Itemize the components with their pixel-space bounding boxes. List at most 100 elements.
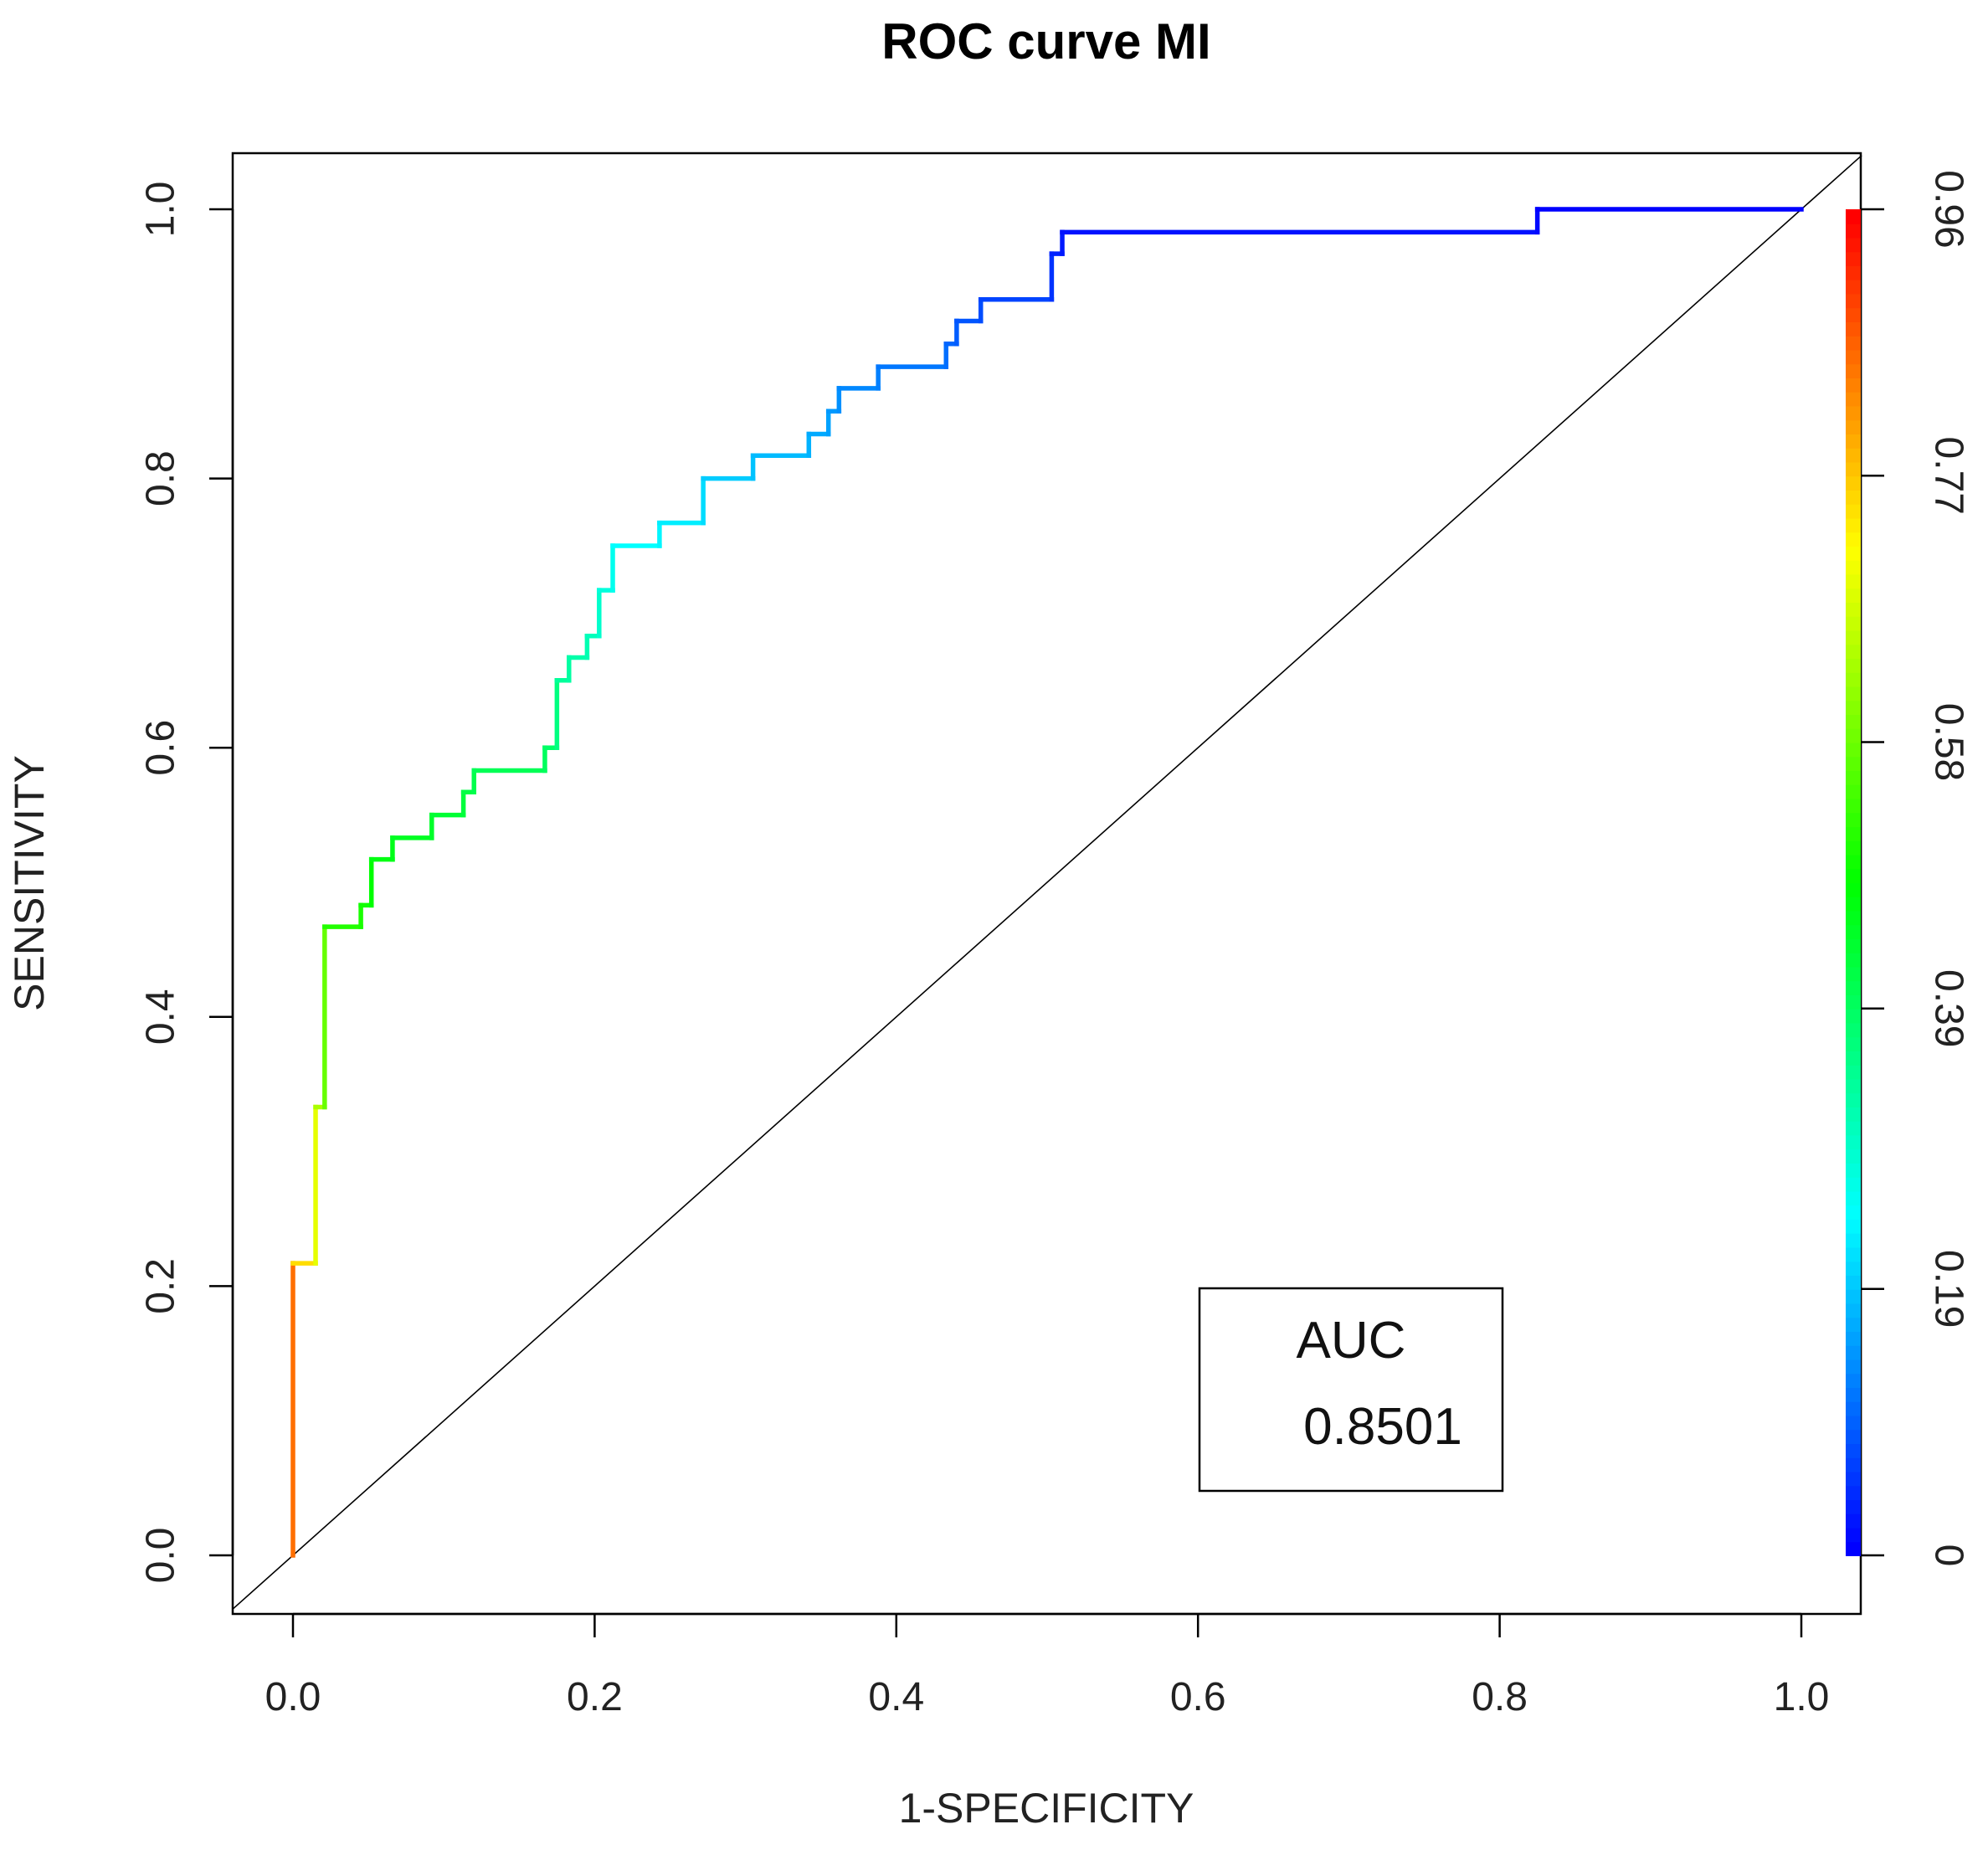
colorbar-step <box>1846 756 1861 771</box>
colorbar-step <box>1846 1134 1861 1150</box>
colorbar-step <box>1846 378 1861 393</box>
colorbar-step <box>1846 279 1861 295</box>
x-tick-label: 0.4 <box>868 1675 924 1719</box>
colorbar-step <box>1846 868 1861 883</box>
colorbar <box>1846 209 1861 1556</box>
chart-title: ROC curve MI <box>881 13 1210 69</box>
colorbar-step <box>1846 1219 1861 1234</box>
colorbar-step <box>1846 980 1861 995</box>
colorbar-step <box>1846 742 1861 758</box>
colorbar-step <box>1846 573 1861 589</box>
colorbar-step <box>1846 1331 1861 1346</box>
colorbar-step <box>1846 1246 1861 1262</box>
colorbar-step <box>1846 644 1861 659</box>
colorbar-step <box>1846 671 1861 687</box>
y-tick-label: 0.0 <box>139 1528 183 1584</box>
x-tick-label: 1.0 <box>1774 1675 1830 1719</box>
colorbar-step <box>1846 1387 1861 1402</box>
colorbar-step <box>1846 1275 1861 1290</box>
colorbar-step <box>1846 658 1861 673</box>
colorbar-step <box>1846 1400 1861 1416</box>
colorbar-step <box>1846 826 1861 841</box>
colorbar-step <box>1846 1443 1861 1458</box>
colorbar-step <box>1846 490 1861 505</box>
colorbar-step <box>1846 910 1861 926</box>
reference-diagonal-group <box>232 155 1862 1610</box>
colorbar-step <box>1846 363 1861 378</box>
colorbar-tick-label: 0.19 <box>1926 1250 1970 1328</box>
colorbar-step <box>1846 686 1861 701</box>
x-axis-label: 1-SPECIFICITY <box>899 1785 1194 1832</box>
colorbar-step <box>1846 265 1861 280</box>
colorbar-step <box>1846 812 1861 827</box>
colorbar-step <box>1846 434 1861 449</box>
colorbar-tick-label: 0.58 <box>1926 703 1970 781</box>
colorbar-tick-label: 0.96 <box>1926 170 1970 248</box>
legend-box <box>1198 1287 1504 1493</box>
colorbar-step <box>1846 1344 1861 1360</box>
colorbar-step <box>1846 1541 1861 1556</box>
colorbar-axis: 0 0.19 0.39 0.58 0.77 0.96 <box>1859 170 1970 1567</box>
colorbar-step <box>1846 307 1861 322</box>
colorbar-step <box>1846 1107 1861 1122</box>
x-tick-label: 0.8 <box>1472 1675 1528 1719</box>
colorbar-step <box>1846 966 1861 982</box>
colorbar-step <box>1846 1149 1861 1164</box>
colorbar-step <box>1846 1190 1861 1206</box>
colorbar-step <box>1846 784 1861 799</box>
colorbar-tick-label: 0.39 <box>1926 969 1970 1047</box>
colorbar-step <box>1846 1176 1861 1192</box>
colorbar-step <box>1846 630 1861 645</box>
colorbar-step <box>1846 700 1861 715</box>
colorbar-step <box>1846 1373 1861 1388</box>
colorbar-step <box>1846 1359 1861 1375</box>
colorbar-step <box>1846 1078 1861 1094</box>
colorbar-step <box>1846 391 1861 407</box>
colorbar-step <box>1846 517 1861 533</box>
colorbar-step <box>1846 1499 1861 1514</box>
x-tick-label: 0.0 <box>265 1675 321 1719</box>
colorbar-step <box>1846 223 1861 239</box>
colorbar-step <box>1846 209 1861 224</box>
colorbar-step <box>1846 798 1861 814</box>
x-tick-label: 0.6 <box>1170 1675 1226 1719</box>
colorbar-step <box>1846 1092 1861 1107</box>
colorbar-step <box>1846 1317 1861 1332</box>
colorbar-step <box>1846 349 1861 365</box>
colorbar-step <box>1846 503 1861 519</box>
reference-diagonal <box>232 155 1862 1610</box>
y-tick-label: 0.8 <box>139 450 183 506</box>
y-tick-label: 0.4 <box>139 989 183 1045</box>
colorbar-step <box>1846 1051 1861 1066</box>
colorbar-step <box>1846 559 1861 575</box>
colorbar-step <box>1846 546 1861 561</box>
colorbar-step <box>1846 854 1861 870</box>
colorbar-step <box>1846 770 1861 785</box>
colorbar-tick-label: 0 <box>1926 1544 1970 1567</box>
auc-value: 0.8501 <box>1303 1398 1462 1456</box>
colorbar-step <box>1846 237 1861 253</box>
colorbar-step <box>1846 293 1861 309</box>
colorbar-step <box>1846 1022 1861 1038</box>
colorbar-step <box>1846 882 1861 897</box>
colorbar-step <box>1846 405 1861 421</box>
colorbar-step <box>1846 1008 1861 1024</box>
colorbar-step <box>1846 1303 1861 1318</box>
roc-curve-group <box>290 207 1804 1558</box>
colorbar-step <box>1846 1457 1861 1472</box>
colorbar-step <box>1846 938 1861 953</box>
colorbar-step <box>1846 419 1861 434</box>
colorbar-step <box>1846 1064 1861 1080</box>
colorbar-step <box>1846 727 1861 743</box>
x-axis: 0.0 0.2 0.4 0.6 0.8 1.0 <box>265 1612 1830 1719</box>
colorbar-step <box>1846 840 1861 856</box>
colorbar-step <box>1846 1527 1861 1543</box>
y-axis-label: SENSITIVITY <box>6 755 53 1011</box>
colorbar-step <box>1846 1163 1861 1178</box>
colorbar-tick-label: 0.77 <box>1926 437 1970 515</box>
colorbar-step <box>1846 1232 1861 1248</box>
y-tick-label: 1.0 <box>139 182 183 238</box>
x-tick-label: 0.2 <box>567 1675 623 1719</box>
colorbar-step <box>1846 1120 1861 1136</box>
